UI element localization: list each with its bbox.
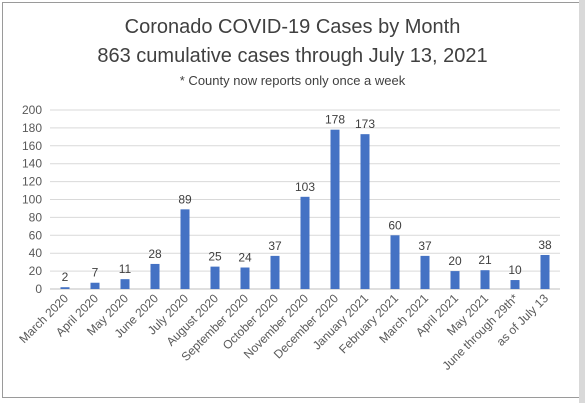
y-tick-label: 0 xyxy=(35,282,42,296)
bar xyxy=(510,280,520,289)
y-tick-label: 140 xyxy=(22,157,42,171)
bar xyxy=(180,209,190,289)
bar xyxy=(90,282,100,289)
data-label: 178 xyxy=(325,113,345,127)
bar xyxy=(210,266,220,289)
bar xyxy=(480,270,490,289)
data-label: 173 xyxy=(355,117,375,131)
chart-subtitle: 863 cumulative cases through July 13, 20… xyxy=(97,45,488,67)
y-tick-label: 120 xyxy=(22,175,42,189)
chart-note: * County now reports only once a week xyxy=(179,73,406,88)
data-label: 24 xyxy=(238,251,252,265)
bar xyxy=(330,129,340,289)
bar xyxy=(240,267,250,289)
data-label: 89 xyxy=(178,192,192,206)
data-label: 7 xyxy=(92,266,99,280)
window-edge xyxy=(579,0,585,403)
bar xyxy=(450,271,460,289)
bar xyxy=(360,134,370,289)
y-tick-label: 60 xyxy=(29,228,43,242)
bar xyxy=(420,255,430,289)
data-label: 37 xyxy=(418,239,432,253)
bar xyxy=(150,263,160,289)
data-label: 37 xyxy=(268,239,282,253)
data-label: 11 xyxy=(119,262,132,276)
data-label: 60 xyxy=(388,218,402,232)
y-tick-label: 40 xyxy=(29,246,43,260)
data-label: 103 xyxy=(295,180,315,194)
bar xyxy=(300,196,310,289)
bar xyxy=(60,287,70,289)
chart-title: Coronado COVID-19 Cases by Month xyxy=(124,16,461,38)
data-label: 10 xyxy=(508,263,522,277)
data-label: 25 xyxy=(208,250,222,264)
data-label: 20 xyxy=(448,254,462,268)
bar xyxy=(540,254,550,289)
data-label: 38 xyxy=(538,238,552,252)
y-tick-label: 20 xyxy=(29,264,43,278)
data-label: 2 xyxy=(62,270,69,284)
y-tick-label: 200 xyxy=(22,103,42,117)
data-label: 21 xyxy=(478,253,492,267)
y-tick-label: 160 xyxy=(22,139,42,153)
bar xyxy=(270,255,280,289)
y-tick-label: 100 xyxy=(22,193,42,207)
y-tick-label: 180 xyxy=(22,121,42,135)
bar xyxy=(120,279,130,289)
y-tick-label: 80 xyxy=(29,210,43,224)
bar xyxy=(390,235,400,289)
data-label: 28 xyxy=(148,247,162,261)
